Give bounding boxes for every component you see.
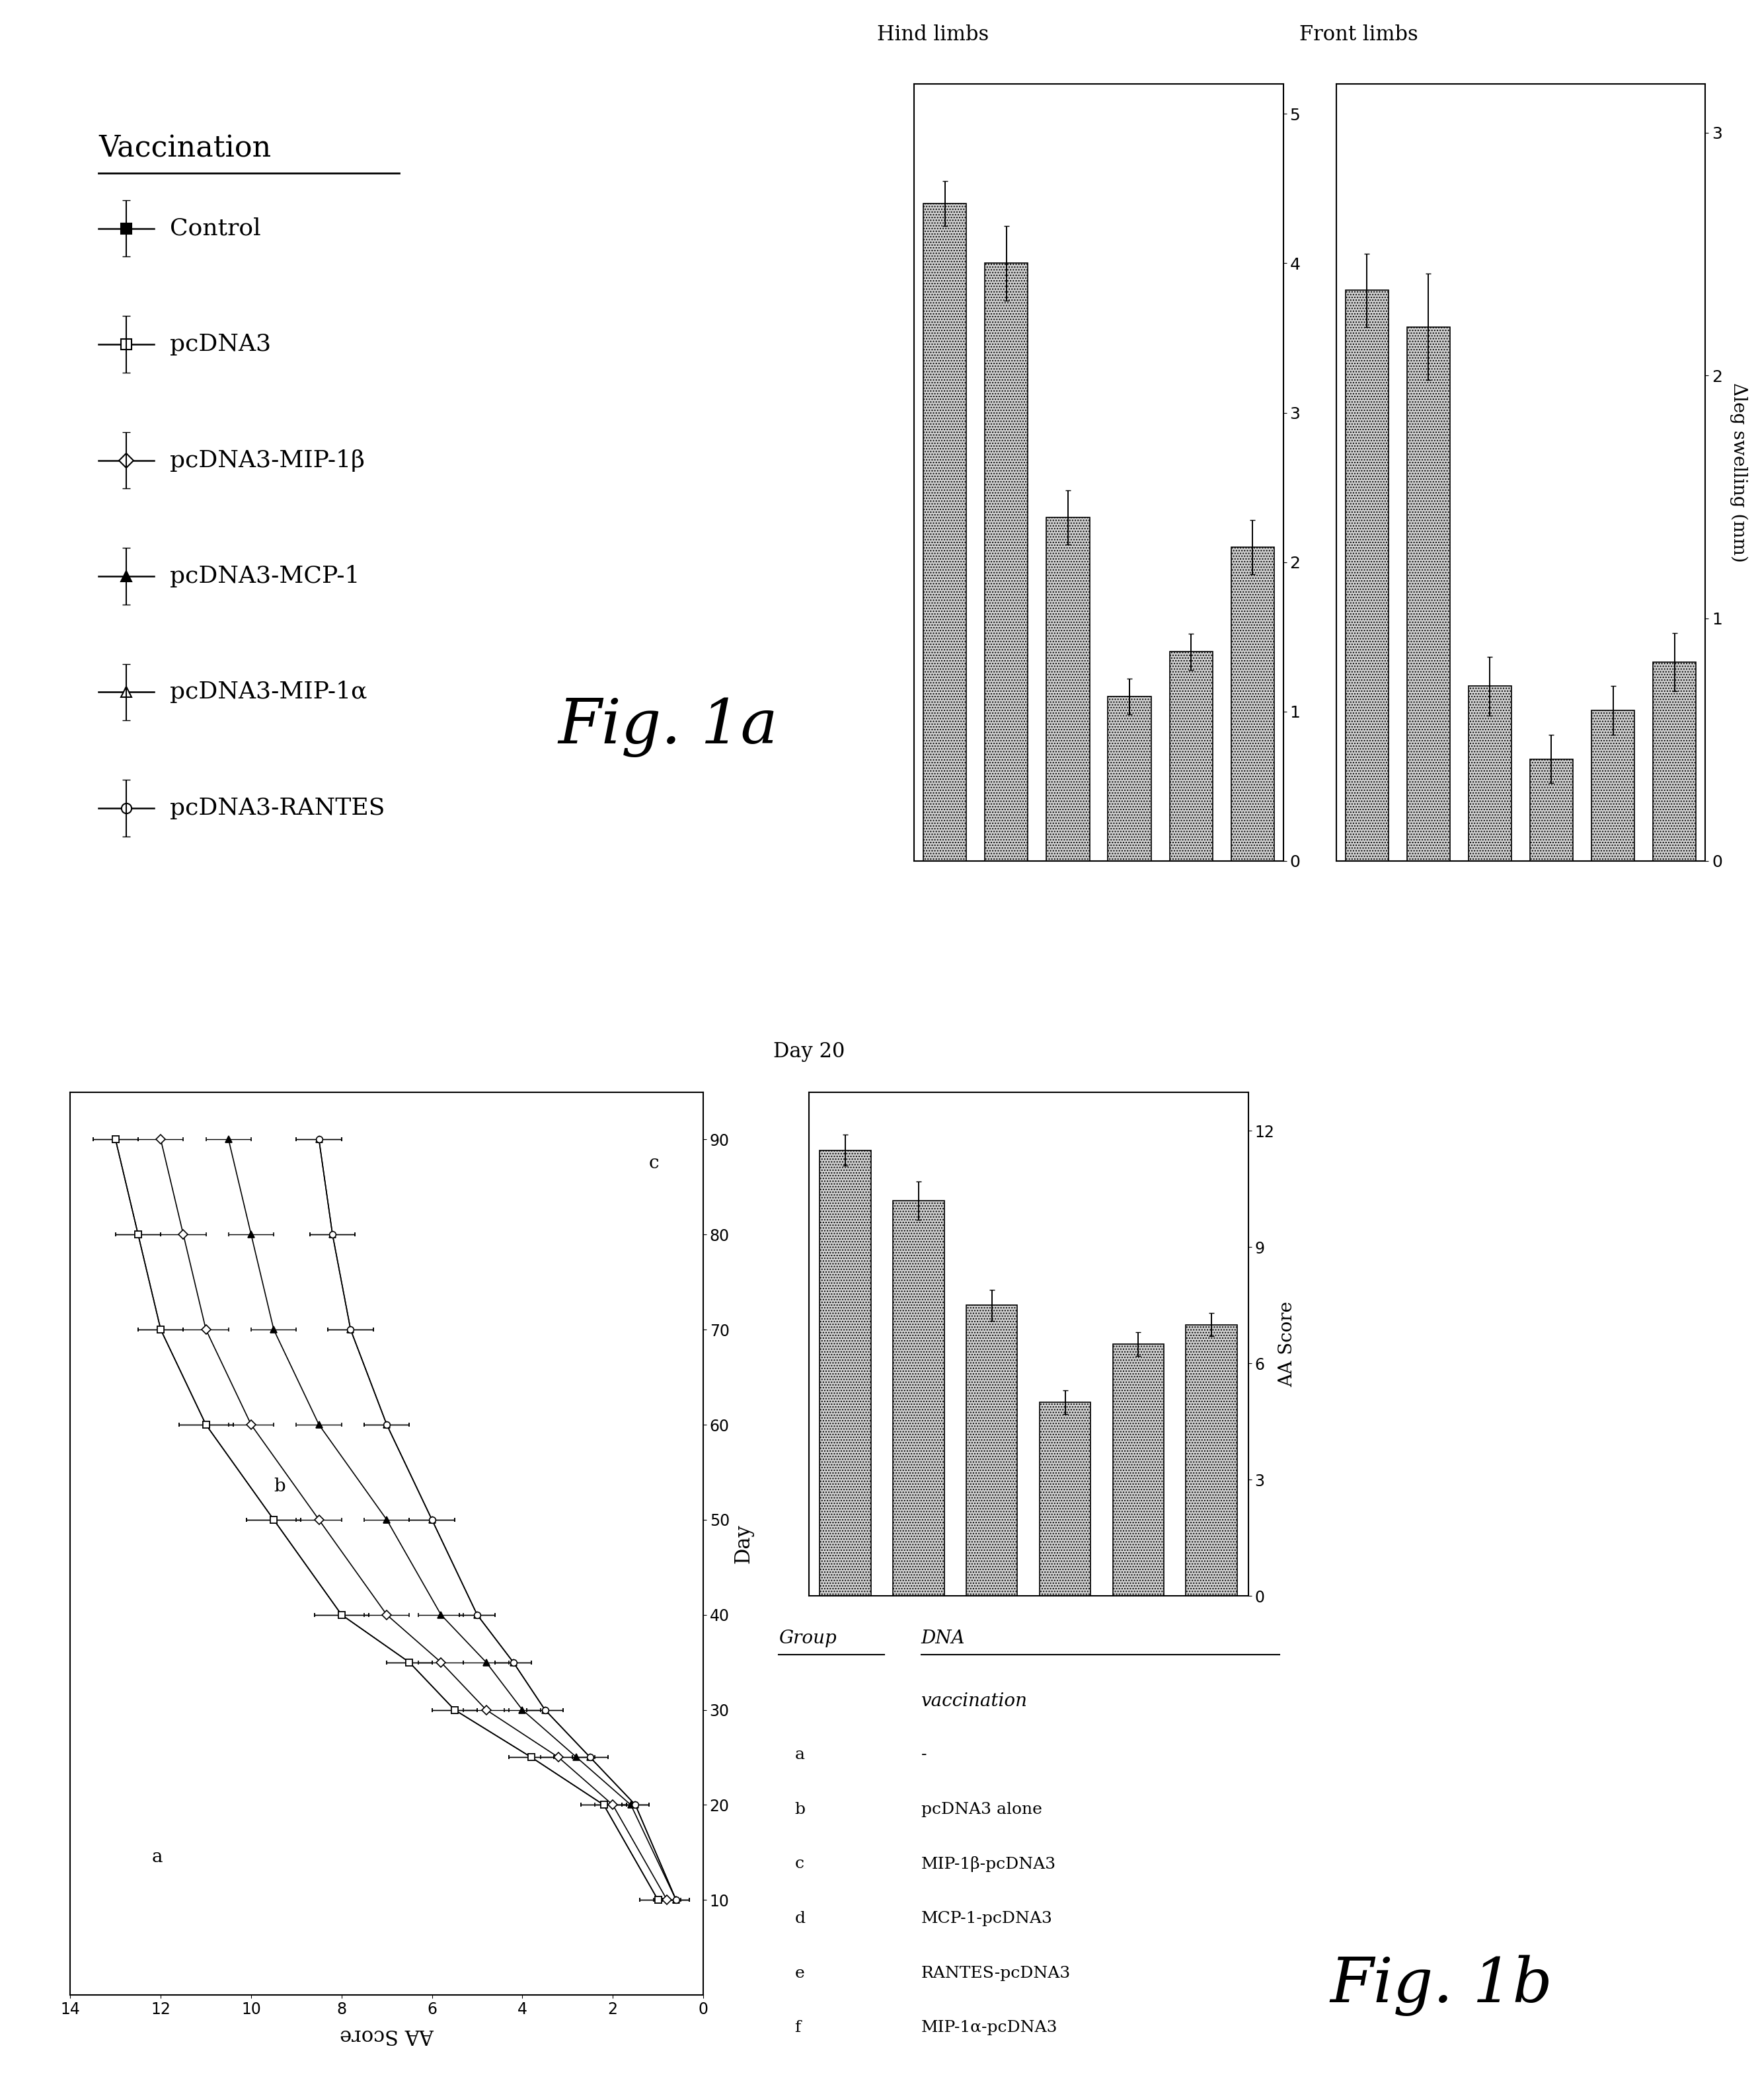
Bar bbox=[1113, 1344, 1164, 1596]
Text: pcDNA3-MIP-1β: pcDNA3-MIP-1β bbox=[169, 449, 364, 473]
Text: Hind limbs: Hind limbs bbox=[877, 25, 990, 44]
Text: b: b bbox=[274, 1476, 285, 1495]
Text: pcDNA3: pcDNA3 bbox=[169, 334, 271, 355]
Text: c: c bbox=[649, 1155, 659, 1172]
Bar bbox=[1039, 1403, 1090, 1596]
Text: MIP-1α-pcDNA3: MIP-1α-pcDNA3 bbox=[921, 2020, 1058, 2035]
Bar bbox=[1046, 517, 1090, 861]
Text: d: d bbox=[795, 1911, 805, 1926]
Text: b: b bbox=[795, 1802, 805, 1817]
Bar bbox=[1406, 328, 1450, 861]
Text: pcDNA3 alone: pcDNA3 alone bbox=[921, 1802, 1042, 1817]
Text: Front limbs: Front limbs bbox=[1299, 25, 1419, 44]
Text: -: - bbox=[921, 1747, 926, 1762]
Bar bbox=[1529, 758, 1573, 861]
Text: DNA: DNA bbox=[921, 1630, 965, 1646]
Bar bbox=[893, 1201, 944, 1596]
Text: Δleg swelling (mm): Δleg swelling (mm) bbox=[1730, 382, 1747, 563]
Text: pcDNA3-RANTES: pcDNA3-RANTES bbox=[169, 796, 385, 819]
Text: a: a bbox=[151, 1848, 162, 1867]
Bar bbox=[967, 1306, 1018, 1596]
Bar bbox=[1187, 1325, 1238, 1596]
Y-axis label: Day: Day bbox=[733, 1525, 754, 1562]
Bar bbox=[1345, 290, 1389, 861]
Text: Control: Control bbox=[169, 216, 260, 239]
Y-axis label: AA Score: AA Score bbox=[1278, 1302, 1296, 1386]
Text: RANTES-pcDNA3: RANTES-pcDNA3 bbox=[921, 1966, 1071, 1980]
Text: e: e bbox=[795, 1966, 805, 1980]
Text: f: f bbox=[795, 2020, 800, 2035]
Bar bbox=[1468, 687, 1512, 861]
Bar bbox=[1169, 651, 1213, 861]
Text: Vaccination: Vaccination bbox=[98, 134, 271, 164]
Bar bbox=[1653, 662, 1696, 861]
Bar bbox=[1591, 710, 1635, 861]
Text: Group: Group bbox=[779, 1630, 837, 1646]
Text: MIP-1β-pcDNA3: MIP-1β-pcDNA3 bbox=[921, 1856, 1057, 1873]
Text: a: a bbox=[795, 1747, 805, 1762]
Text: pcDNA3-MCP-1: pcDNA3-MCP-1 bbox=[169, 565, 360, 588]
Text: pcDNA3-MIP-1α: pcDNA3-MIP-1α bbox=[169, 680, 367, 704]
Text: Fig. 1b: Fig. 1b bbox=[1331, 1955, 1552, 2016]
Bar bbox=[1231, 548, 1275, 861]
Bar bbox=[984, 262, 1028, 861]
Bar bbox=[1108, 697, 1151, 861]
Text: vaccination: vaccination bbox=[921, 1693, 1028, 1709]
Text: Fig. 1a: Fig. 1a bbox=[557, 697, 779, 758]
Bar bbox=[819, 1151, 870, 1596]
Text: MCP-1-pcDNA3: MCP-1-pcDNA3 bbox=[921, 1911, 1053, 1926]
X-axis label: AA Score: AA Score bbox=[339, 2024, 434, 2045]
Bar bbox=[923, 204, 967, 861]
Text: Day 20: Day 20 bbox=[774, 1042, 846, 1063]
Text: c: c bbox=[795, 1856, 803, 1871]
